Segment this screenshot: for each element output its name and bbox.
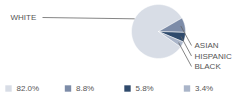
svg-text:HISPANIC: HISPANIC (195, 52, 232, 61)
svg-text:ASIAN: ASIAN (195, 41, 219, 50)
svg-text:82.0%: 82.0% (17, 84, 40, 93)
svg-text:5.8%: 5.8% (136, 84, 154, 93)
svg-text:BLACK: BLACK (195, 62, 222, 71)
svg-text:WHITE: WHITE (11, 13, 37, 22)
svg-text:3.4%: 3.4% (195, 84, 213, 93)
svg-text:8.8%: 8.8% (76, 84, 94, 93)
